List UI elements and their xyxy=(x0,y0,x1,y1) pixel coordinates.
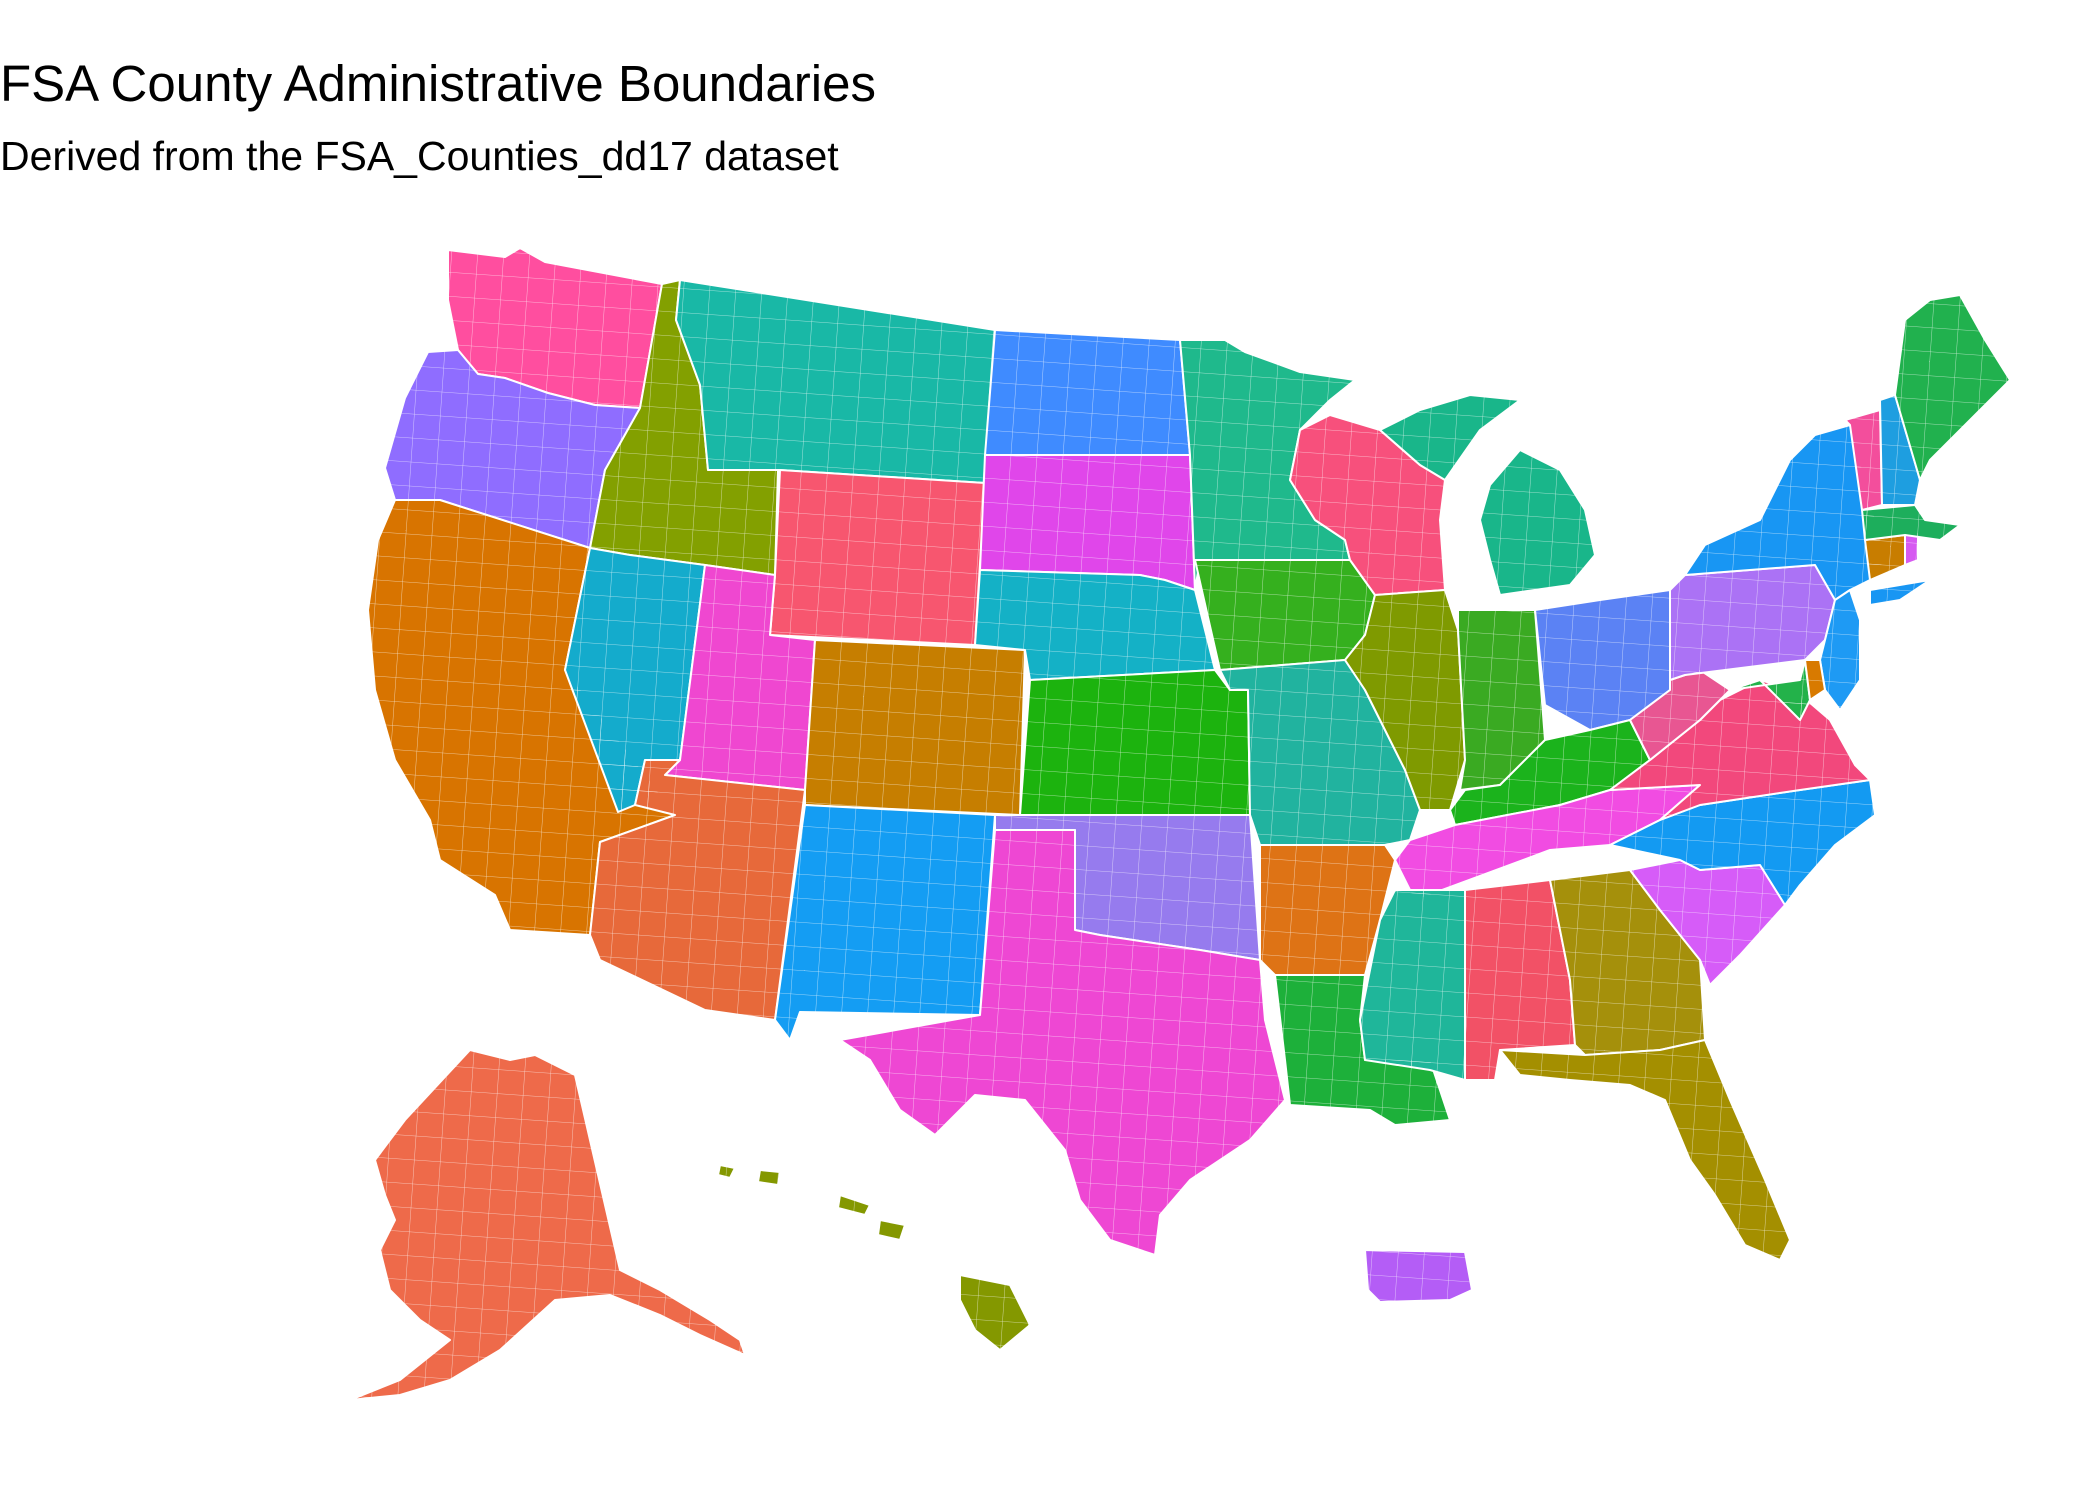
map-subtitle: Derived from the FSA_Counties_dd17 datas… xyxy=(0,133,839,179)
map-title: FSA County Administrative Boundaries xyxy=(0,55,876,112)
